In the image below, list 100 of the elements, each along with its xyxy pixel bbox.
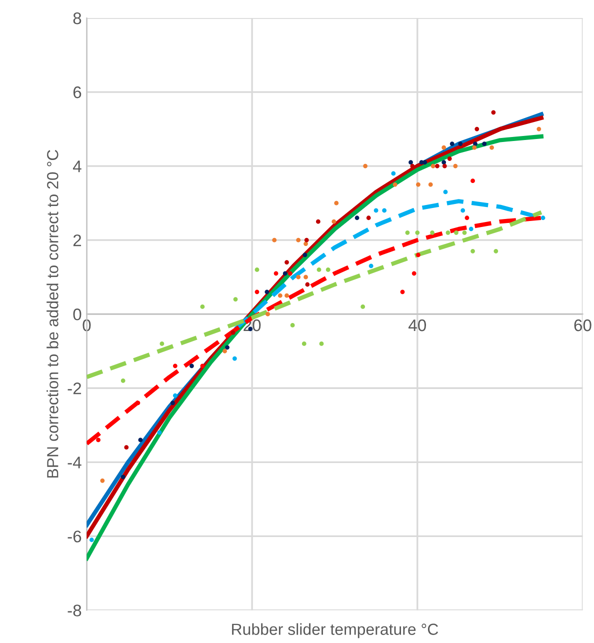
point [274, 271, 278, 276]
point [266, 312, 270, 316]
point [282, 271, 288, 276]
x-axis-title: Rubber slider temperature °C [232, 623, 438, 638]
point [288, 271, 292, 276]
point [89, 538, 94, 542]
point [473, 142, 478, 146]
y-tick-label: 6 [73, 86, 82, 98]
point [405, 230, 410, 235]
point [230, 330, 236, 335]
point [368, 264, 374, 268]
point [160, 342, 164, 346]
point [278, 293, 282, 298]
y-tick-label: -2 [68, 382, 82, 394]
point [332, 219, 336, 224]
point [284, 260, 289, 264]
point [296, 238, 301, 242]
point [470, 248, 475, 254]
point [100, 478, 105, 483]
point [304, 238, 309, 242]
point [190, 364, 194, 368]
point [472, 145, 477, 150]
point [416, 182, 420, 187]
point [172, 393, 178, 398]
point [415, 230, 420, 235]
point [474, 126, 480, 132]
y-tick-label: -6 [68, 530, 82, 542]
point [302, 342, 306, 346]
point [316, 219, 320, 224]
point [442, 160, 446, 165]
point [200, 304, 205, 309]
point [120, 378, 126, 383]
point [454, 230, 458, 235]
point [254, 267, 260, 272]
point [382, 208, 387, 213]
point [412, 271, 416, 276]
point [200, 364, 205, 368]
point [360, 304, 366, 309]
point [272, 238, 277, 242]
y-tick-label: 8 [73, 12, 82, 24]
point [391, 171, 396, 176]
x-tick-label: 0 [82, 319, 91, 332]
point [435, 164, 440, 168]
point [264, 290, 270, 294]
point [494, 248, 498, 254]
point [222, 348, 227, 354]
point [326, 267, 330, 272]
point [319, 342, 324, 346]
point [453, 164, 458, 168]
point [422, 160, 428, 165]
point [450, 142, 454, 146]
point [354, 216, 360, 220]
point [400, 290, 405, 294]
point [124, 445, 129, 450]
point [225, 345, 230, 350]
y-axis-title: BPN correction to be added to correct to 20 °C [46, 150, 58, 478]
point [138, 438, 143, 442]
point [482, 142, 487, 146]
point [540, 216, 546, 220]
point [316, 267, 322, 272]
point [233, 297, 238, 302]
point [334, 200, 339, 206]
point [490, 145, 494, 150]
point [284, 293, 289, 298]
point [428, 182, 433, 187]
point [304, 274, 308, 280]
point [290, 323, 295, 328]
point [120, 474, 126, 480]
point [464, 216, 470, 220]
point [232, 356, 237, 361]
point [416, 252, 420, 258]
y-tick-label: 4 [72, 160, 82, 172]
point [363, 164, 368, 168]
point [304, 242, 308, 246]
point [430, 230, 434, 235]
point [172, 364, 178, 368]
point [254, 290, 260, 294]
point [408, 160, 413, 165]
point [305, 282, 310, 287]
point [366, 216, 371, 220]
point [442, 145, 446, 150]
point [374, 208, 378, 213]
point [157, 430, 162, 435]
point [443, 190, 448, 194]
y-tick-label: -4 [68, 456, 82, 468]
x-tick-label: 40 [408, 319, 426, 332]
point [460, 208, 466, 213]
point [442, 164, 447, 168]
point [410, 164, 415, 168]
point [462, 230, 467, 235]
point [430, 164, 436, 168]
point [491, 110, 496, 115]
x-tick-label: 60 [574, 319, 592, 332]
point [468, 226, 474, 232]
y-tick-label: 2 [73, 234, 82, 246]
point [302, 252, 308, 258]
point [447, 156, 452, 161]
point [96, 438, 100, 442]
point [296, 274, 301, 280]
point [470, 178, 475, 184]
